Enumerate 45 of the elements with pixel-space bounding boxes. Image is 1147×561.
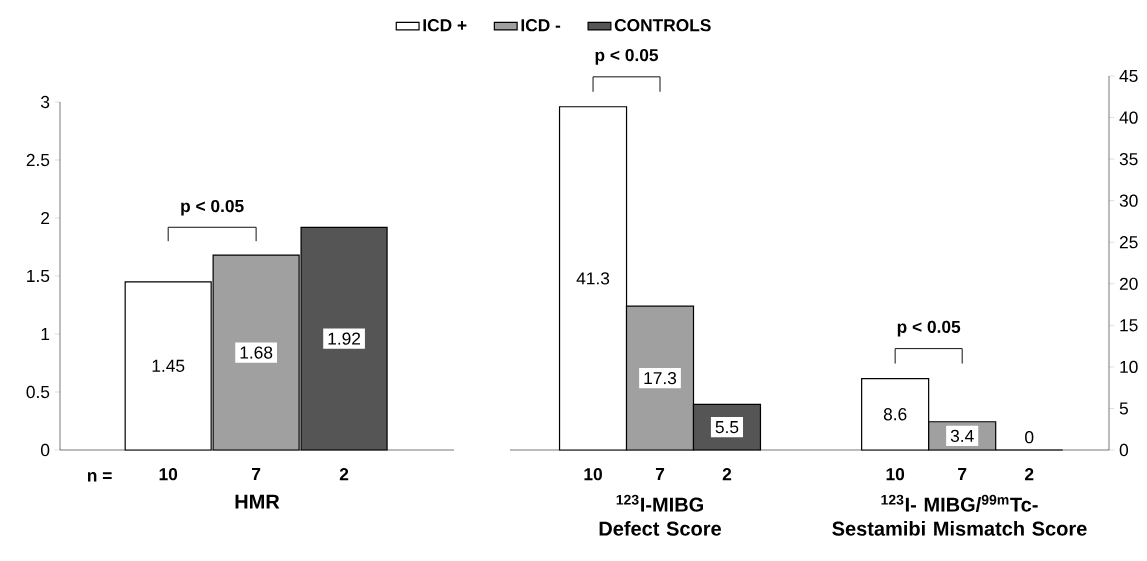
x-tick-label: 10 bbox=[159, 468, 178, 481]
y2-tick-label: 10 bbox=[1120, 360, 1138, 374]
y2-tick-label: 0 bbox=[1119, 443, 1129, 457]
y-tick-label: 0 bbox=[40, 443, 50, 457]
y2-tick-label: 5 bbox=[1119, 402, 1128, 415]
x-tick-label: 7 bbox=[958, 468, 967, 480]
y-tick-label: 0.5 bbox=[26, 385, 50, 399]
data-label: 41.3 bbox=[576, 272, 610, 285]
y-tick-label: 2 bbox=[41, 211, 50, 225]
y2-tick-label: 25 bbox=[1119, 236, 1138, 249]
data-label: 1.68 bbox=[240, 346, 273, 359]
x-tick-label: 2 bbox=[722, 468, 732, 481]
x-tick-label: 10 bbox=[886, 468, 905, 481]
y2-tick-label: 35 bbox=[1119, 152, 1138, 166]
x-tick-label: 2 bbox=[339, 468, 349, 481]
y-tick-label: 3 bbox=[40, 95, 50, 109]
annotation: p < 0.05 bbox=[897, 320, 961, 337]
data-label: 8.6 bbox=[883, 408, 907, 421]
data-label: 17.3 bbox=[644, 371, 677, 385]
text: n = bbox=[87, 472, 112, 482]
data-label: 0 bbox=[1025, 431, 1034, 444]
x-axis-title: HMR bbox=[235, 494, 280, 509]
legend-label: ICD - bbox=[521, 19, 561, 32]
x-axis-title: $^{123}$I- MIBG/$^{99m}$Tc-Sestamibi Mismatch Score bbox=[832, 494, 1087, 536]
data-label: 1.45 bbox=[152, 359, 185, 372]
data-label: 1.92 bbox=[328, 332, 361, 345]
legend-label: CONTROLS bbox=[614, 19, 711, 32]
annotation: p < 0.05 bbox=[181, 199, 244, 216]
x-tick-label: 10 bbox=[584, 468, 602, 481]
x-axis-title: $^{123}$I-MIBG Defect Score bbox=[599, 494, 721, 536]
y2-tick-label: 40 bbox=[1119, 111, 1138, 124]
x-tick-label: 7 bbox=[655, 468, 665, 480]
y-tick-label: 1 bbox=[41, 328, 50, 340]
y-tick-label: 2.5 bbox=[26, 153, 50, 167]
data-label: 3.4 bbox=[950, 429, 974, 443]
y2-tick-label: 20 bbox=[1119, 277, 1138, 290]
data-label: 5.5 bbox=[715, 421, 739, 434]
y2-tick-label: 45 bbox=[1119, 69, 1138, 83]
y2-tick-label: 30 bbox=[1119, 194, 1138, 207]
y2-tick-label: 15 bbox=[1120, 319, 1138, 332]
x-tick-label: 7 bbox=[252, 468, 261, 480]
text: p < 0.05 bbox=[595, 48, 659, 65]
y-tick-label: 1.5 bbox=[27, 269, 50, 283]
x-tick-label: 2 bbox=[1025, 468, 1034, 481]
legend-label: ICD + bbox=[423, 19, 467, 32]
